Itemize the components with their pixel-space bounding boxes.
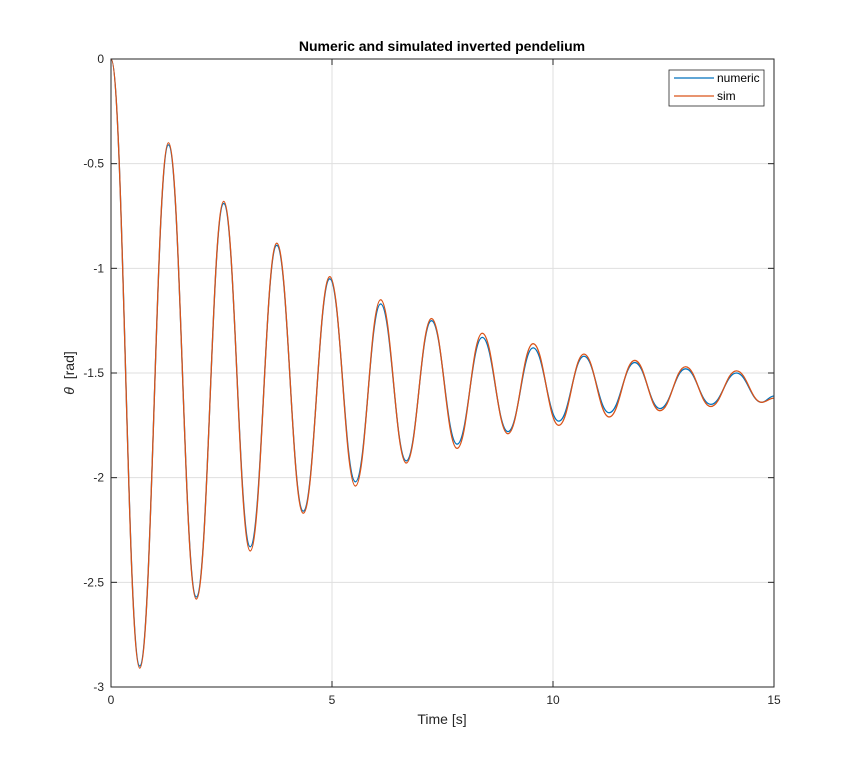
y-tick-label: -0.5 — [83, 157, 104, 171]
chart-title: Numeric and simulated inverted pendelium — [299, 38, 585, 54]
y-tick-label: -1.5 — [83, 366, 104, 380]
grid-lines — [111, 59, 774, 687]
x-tick-label: 0 — [108, 693, 115, 707]
y-axis-title: θ [rad] — [61, 351, 77, 395]
y-axis-symbol: θ — [61, 387, 77, 395]
x-tick-label: 15 — [767, 693, 781, 707]
axis-ticks: 0 5 10 15 0 -0.5 -1 -1.5 -2 -2.5 -3 — [83, 52, 781, 707]
y-tick-label: -2 — [93, 471, 104, 485]
y-tick-label: -1 — [93, 261, 104, 275]
series-group — [110, 58, 775, 669]
x-tick-label: 10 — [546, 693, 560, 707]
legend-box — [668, 69, 765, 107]
y-tick-label: 0 — [97, 52, 104, 66]
y-axis-unit: [rad] — [61, 351, 77, 379]
legend-label-sim: sim — [717, 89, 736, 103]
legend-label-numeric: numeric — [717, 71, 760, 85]
y-tick-label: -2.5 — [83, 575, 104, 589]
legend: numeric sim — [668, 69, 765, 107]
x-tick-label: 5 — [329, 693, 336, 707]
series-line-sim — [110, 58, 775, 669]
y-tick-label: -3 — [93, 680, 104, 694]
x-axis-title: Time [s] — [417, 711, 466, 727]
